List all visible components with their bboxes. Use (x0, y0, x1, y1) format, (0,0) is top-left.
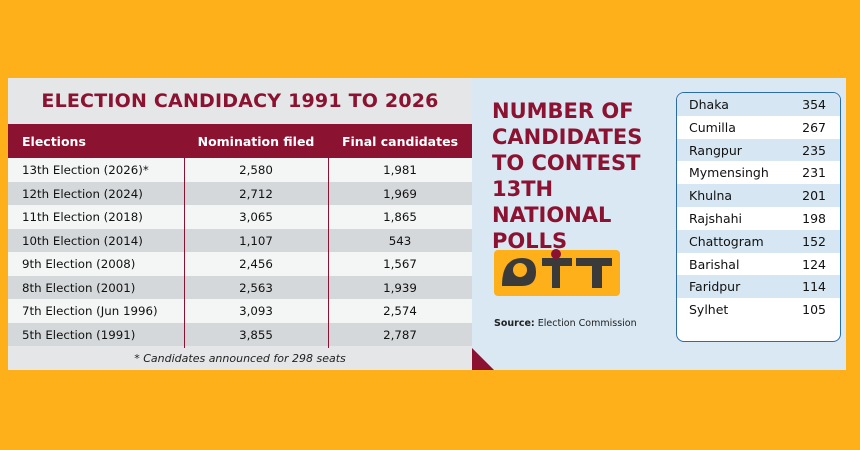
division-name: Dhaka (689, 97, 729, 112)
cell-nomination-filed: 2,712 (239, 186, 273, 201)
table-header: Elections Nomination filed Final candida… (8, 124, 472, 158)
table-row: 10th Election (2014) 1,107 543 (8, 228, 472, 252)
cell-election: 7th Election (Jun 1996) (22, 304, 158, 318)
division-count: 114 (802, 279, 826, 295)
cell-nomination-filed: 2,563 (239, 280, 273, 295)
division-row: Dhaka 354 (677, 93, 840, 116)
cell-nomination-filed: 3,093 (239, 304, 273, 318)
table-row: 11th Election (2018) 3,065 1,865 (8, 205, 472, 229)
cell-election: 9th Election (2008) (22, 257, 136, 271)
column-divider (328, 124, 329, 348)
corner-accent (472, 348, 494, 370)
division-name: Rangpur (689, 142, 742, 158)
cell-nomination-filed: 1,107 (239, 233, 273, 248)
division-count: 354 (802, 97, 826, 112)
division-name: Barishal (689, 256, 740, 272)
cell-final-candidates: 2,787 (383, 327, 417, 342)
table-row: 12th Election (2024) 2,712 1,969 (8, 181, 472, 205)
table-row: 8th Election (2001) 2,563 1,939 (8, 275, 472, 299)
cell-election: 10th Election (2014) (22, 233, 143, 248)
header-elections: Elections (22, 134, 86, 149)
division-name: Rajshahi (689, 210, 743, 226)
cell-nomination-filed: 3,855 (239, 327, 273, 342)
division-name: Khulna (689, 188, 733, 204)
division-row: Sylhet 105 (677, 298, 840, 321)
cell-nomination-filed: 2,580 (239, 163, 273, 177)
cell-election: 5th Election (1991) (22, 327, 136, 342)
division-list: Dhaka 354 Cumilla 267 Rangpur 235 Mymensingh 23… (676, 92, 841, 342)
cell-final-candidates: 1,865 (383, 210, 417, 224)
cell-final-candidates: 1,981 (383, 163, 417, 177)
division-count: 235 (802, 142, 826, 158)
source-note: Source: Election Commission (494, 318, 637, 329)
division-row: Rajshahi 198 (677, 206, 840, 230)
division-name: Cumilla (689, 119, 736, 135)
table-row: 7th Election (Jun 1996) 3,093 2,574 (8, 299, 472, 323)
table-body: 13th Election (2026)* 2,580 1,981 12th Elec… (8, 158, 472, 346)
division-row: Faridpur 114 (677, 275, 840, 299)
cell-nomination-filed: 3,065 (239, 210, 273, 224)
table-footnote: * Candidates announced for 298 seats (134, 352, 346, 365)
candidates-by-division-panel: NUMBER OF CANDIDATES TO CONTEST 13TH NAT… (472, 78, 846, 370)
infographic-card: ELECTION CANDIDACY 1991 TO 2026 Election… (8, 78, 846, 370)
division-name: Sylhet (689, 302, 729, 318)
column-divider (184, 124, 185, 348)
ekhon-logo-icon (494, 249, 620, 296)
cell-final-candidates: 1,939 (383, 280, 417, 295)
source-label: Source: (494, 318, 535, 329)
division-count: 124 (802, 256, 826, 272)
division-row: Rangpur 235 (677, 138, 840, 162)
division-name: Faridpur (689, 279, 741, 295)
division-row: Barishal 124 (677, 252, 840, 276)
division-row: Chattogram 152 (677, 229, 840, 253)
election-candidacy-panel: ELECTION CANDIDACY 1991 TO 2026 Election… (8, 78, 472, 370)
source-value: Election Commission (537, 318, 637, 329)
table-row: 13th Election (2026)* 2,580 1,981 (8, 158, 472, 182)
division-count: 267 (802, 119, 826, 135)
header-final-candidates: Final candidates (341, 134, 459, 149)
division-row: Khulna 201 (677, 184, 840, 207)
division-row: Mymensingh 231 (677, 161, 840, 185)
division-name: Mymensingh (689, 165, 769, 181)
table-title: ELECTION CANDIDACY 1991 TO 2026 (41, 90, 439, 112)
cell-final-candidates: 1,567 (383, 257, 417, 271)
division-count: 105 (802, 302, 826, 318)
cell-final-candidates: 1,969 (383, 186, 417, 201)
cell-nomination-filed: 2,456 (239, 257, 273, 271)
division-count: 152 (802, 233, 826, 249)
table-row: 5th Election (1991) 3,855 2,787 (8, 322, 472, 346)
cell-election: 13th Election (2026)* (22, 163, 149, 177)
panel-heading: NUMBER OF CANDIDATES TO CONTEST 13TH NAT… (492, 99, 643, 253)
cell-final-candidates: 2,574 (383, 304, 417, 318)
header-nomination-filed: Nomination filed (197, 134, 315, 149)
cell-election: 12th Election (2024) (22, 186, 143, 201)
division-count: 201 (802, 188, 826, 204)
cell-election: 11th Election (2018) (22, 210, 143, 224)
cell-final-candidates: 543 (388, 233, 412, 248)
division-row: Cumilla 267 (677, 115, 840, 139)
table-row: 9th Election (2008) 2,456 1,567 (8, 252, 472, 276)
division-count: 231 (802, 165, 826, 181)
cell-election: 8th Election (2001) (22, 280, 136, 295)
division-count: 198 (802, 210, 826, 226)
division-name: Chattogram (689, 233, 764, 249)
